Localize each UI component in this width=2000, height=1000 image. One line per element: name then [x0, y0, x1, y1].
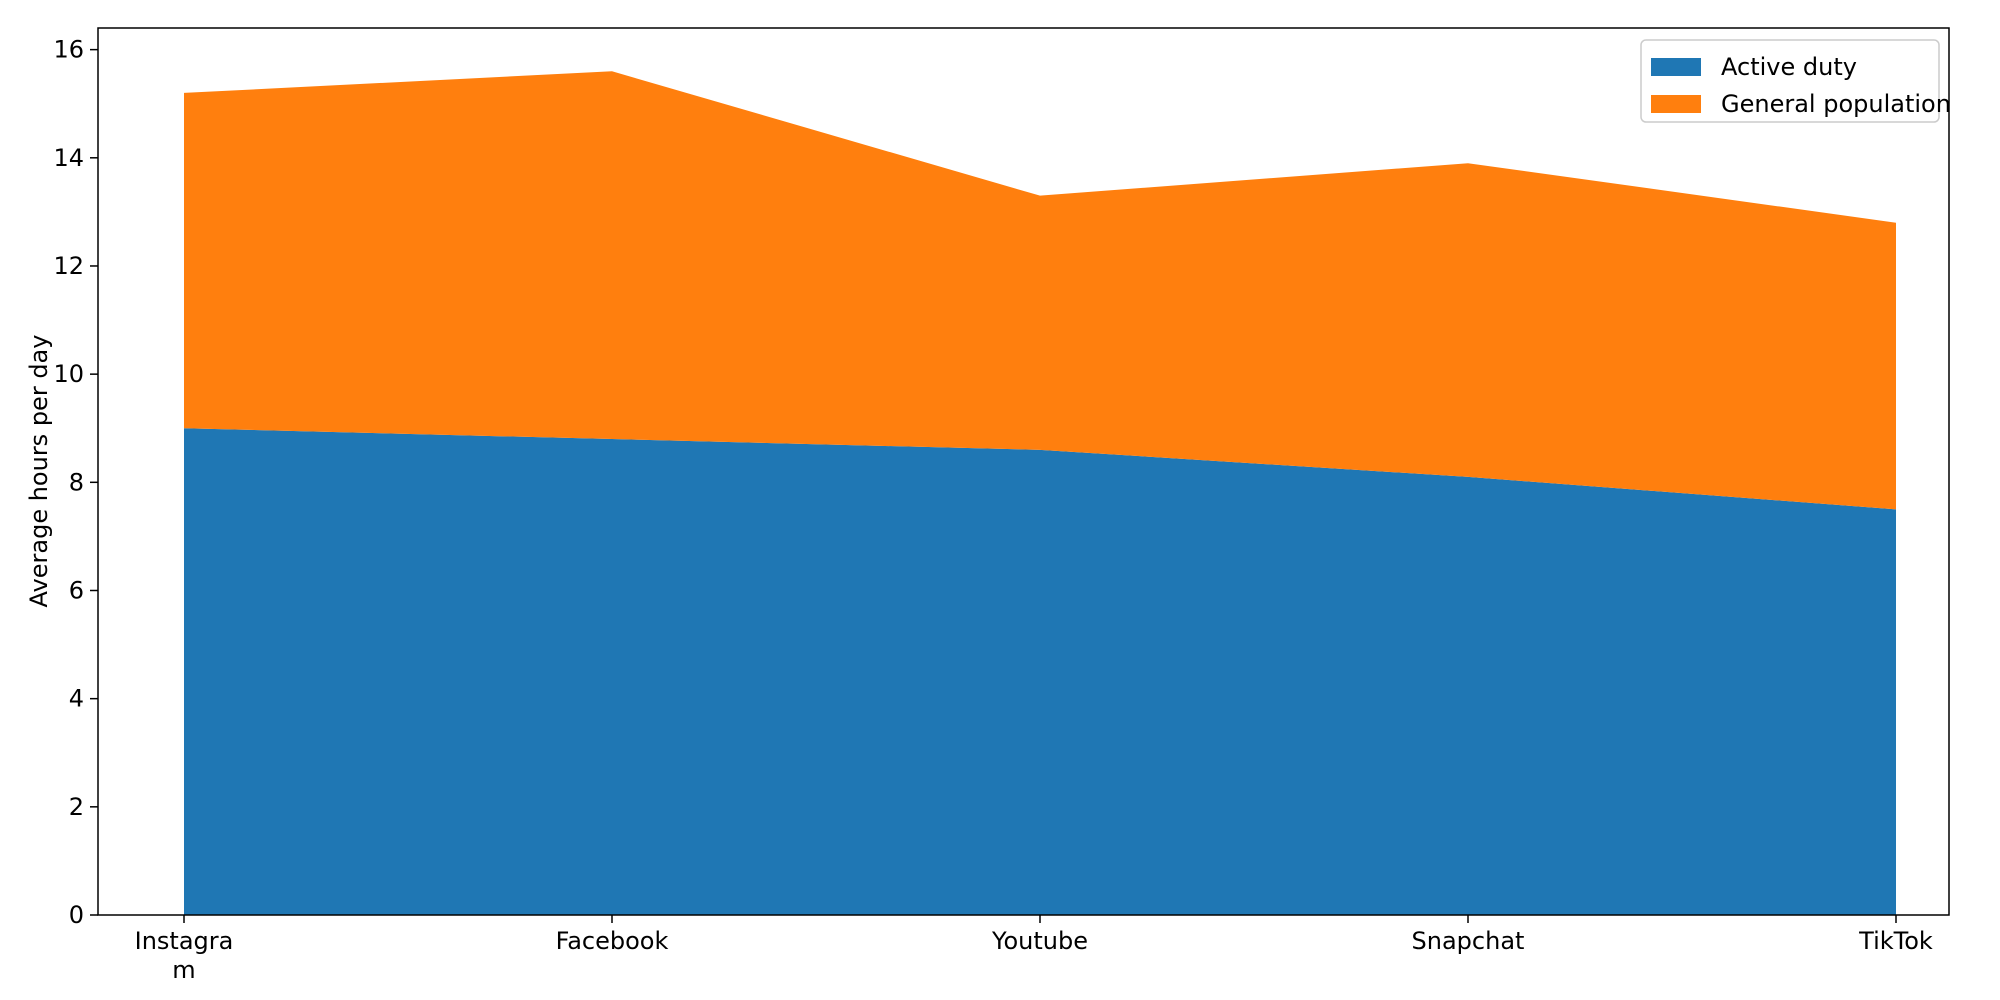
area-series-0: [184, 428, 1896, 915]
y-tick-label: 16: [53, 36, 84, 64]
y-tick-label: 0: [69, 901, 84, 929]
legend-label: Active duty: [1721, 53, 1857, 81]
x-tick-label: Facebook: [556, 927, 669, 955]
x-tick-label: TikTok: [1858, 927, 1933, 955]
y-axis-title: Average hours per day: [25, 335, 53, 608]
legend: Active duty General population: [1640, 39, 1951, 123]
legend-label: General population: [1721, 90, 1951, 118]
area-series-1: [184, 71, 1896, 510]
area-layers: [184, 71, 1896, 915]
y-axis: 0 2 4 6 8 10 12 14 16: [53, 36, 98, 929]
y-tick-label: 6: [69, 576, 84, 604]
y-tick-label: 2: [69, 793, 84, 821]
x-tick-label: Instagra m: [135, 927, 234, 984]
x-axis: Instagra m Facebook Youtube Snapchat TikTok: [135, 915, 1933, 984]
y-tick-label: 10: [53, 360, 84, 388]
y-tick-label: 8: [69, 468, 84, 496]
y-tick-label: 4: [69, 685, 84, 713]
legend-swatch: [1651, 58, 1701, 76]
legend-swatch: [1651, 95, 1701, 113]
y-tick-label: 12: [53, 252, 84, 280]
y-tick-label: 14: [53, 144, 84, 172]
x-tick-label: Snapchat: [1412, 927, 1525, 955]
legend-box: [1640, 39, 1940, 123]
x-tick-label: Youtube: [991, 927, 1088, 955]
plot-frame: [97, 27, 1950, 916]
